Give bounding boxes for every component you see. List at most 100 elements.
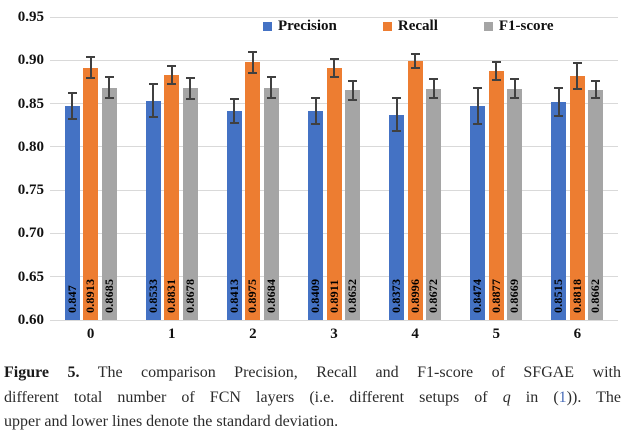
error-bar-recall-2 (251, 52, 254, 73)
y-axis-tick-label: 0.65 (17, 268, 44, 285)
error-bar-cap-top (167, 65, 177, 68)
bar-recall-4 (407, 60, 423, 320)
bar-precision-3 (308, 111, 323, 320)
error-bar-precision-3 (314, 98, 317, 125)
error-bar-f1-score-1 (189, 77, 192, 99)
error-bar-cap-top (185, 76, 195, 79)
error-bar-precision-2 (233, 98, 236, 124)
error-bar-precision-1 (152, 84, 155, 118)
error-bar-cap-bottom (510, 97, 520, 100)
y-axis-tick-label: 0.75 (17, 182, 44, 199)
x-axis-category-label: 4 (411, 326, 419, 342)
figure-caption: Figure 5. The comparison Precision, Reca… (4, 361, 621, 435)
error-bar-cap-bottom (229, 122, 239, 125)
bar-value-label-f1-score-0: 0.8685 (101, 278, 116, 313)
bar-f1-score-6 (588, 89, 604, 320)
error-bar-precision-6 (557, 88, 560, 117)
bar-value-label-precision-0: 0.847 (64, 285, 79, 313)
y-axis-tick-label: 0.80 (17, 138, 44, 155)
error-bar-cap-top (148, 83, 158, 86)
error-bar-cap-top (348, 79, 357, 82)
legend-label: Precision (278, 18, 337, 34)
bar-value-label-recall-1: 0.8831 (164, 278, 179, 313)
y-axis-tick-label: 0.60 (17, 312, 44, 328)
error-bar-cap-top (591, 79, 601, 82)
error-bar-recall-5 (495, 62, 498, 80)
figure-label: Figure 5. (4, 364, 80, 381)
bar-f1-score-0 (101, 87, 117, 320)
bar-value-label-precision-3: 0.8409 (308, 278, 322, 313)
legend-color-swatch-f1-score (483, 22, 493, 31)
bar-value-label-precision-2: 0.8413 (226, 278, 241, 313)
bar-f1-score-2 (263, 87, 279, 320)
error-bar-f1-score-5 (513, 79, 516, 99)
error-bar-cap-top (329, 58, 339, 61)
error-bar-cap-bottom (311, 123, 320, 126)
bar-value-label-recall-6: 0.8818 (569, 278, 584, 313)
y-axis-tick-label: 0.70 (17, 225, 44, 242)
bar-value-label-precision-1: 0.8533 (145, 278, 160, 313)
x-axis-category-label: 2 (249, 326, 257, 342)
error-bar-cap-top (311, 97, 320, 100)
error-bar-f1-score-4 (432, 79, 435, 99)
error-bar-cap-top (248, 51, 258, 54)
x-axis-category-label: 3 (330, 326, 338, 342)
error-bar-cap-bottom (148, 116, 158, 119)
error-bar-cap-top (229, 97, 239, 100)
error-bar-cap-bottom (329, 75, 339, 78)
error-bar-f1-score-3 (351, 80, 354, 100)
error-bar-recall-6 (576, 63, 579, 90)
error-bar-cap-bottom (554, 115, 564, 118)
error-bar-cap-top (473, 86, 483, 89)
caption-line-1: Figure 5. The comparison Precision, Reca… (4, 361, 621, 386)
caption-text: The comparison Precision, Recall and F1-… (79, 364, 622, 381)
bar-value-label-f1-score-3: 0.8652 (345, 278, 359, 313)
bar-f1-score-3 (345, 90, 360, 320)
error-bar-cap-bottom (591, 97, 601, 100)
caption-line-3: upper and lower lines denote the standar… (4, 410, 621, 435)
y-axis-tick-label: 0.90 (17, 52, 44, 69)
caption-text: in ( (510, 388, 559, 406)
error-bar-cap-bottom (167, 82, 177, 85)
legend-item-f1-score: F1-score (483, 18, 554, 34)
error-bar-cap-bottom (572, 88, 582, 91)
gridline-0.95 (50, 16, 618, 18)
bar-precision-4 (389, 114, 405, 320)
bar-value-label-precision-5: 0.8474 (470, 278, 485, 313)
x-axis-category-label: 0 (86, 326, 95, 342)
legend-item-recall: Recall (382, 19, 438, 34)
error-bar-cap-top (572, 62, 582, 65)
legend-item-precision: Precision (263, 19, 337, 34)
error-bar-cap-top (410, 52, 420, 55)
legend-label: F1-score (498, 18, 554, 34)
y-axis-tick-label: 0.85 (17, 95, 44, 112)
error-bar-cap-bottom (86, 77, 96, 80)
legend-color-swatch-recall (382, 22, 392, 31)
bar-recall-6 (569, 76, 585, 320)
x-axis-category-label: 5 (492, 326, 501, 342)
caption-line-2: different total number of FCN layers (i.… (4, 386, 621, 411)
bar-value-label-precision-4: 0.8373 (389, 278, 404, 313)
equation-ref-link[interactable]: 1 (558, 388, 567, 406)
error-bar-cap-top (86, 56, 96, 59)
x-axis-category-label: 1 (167, 326, 176, 342)
bar-recall-2 (245, 62, 261, 320)
error-bar-f1-score-6 (594, 80, 597, 99)
x-axis-category-label: 6 (573, 326, 582, 342)
chart-legend: Precision Recall F1-score (263, 19, 554, 34)
error-bar-recall-1 (170, 66, 173, 84)
gridline-0.60 (50, 319, 618, 321)
bar-recall-3 (326, 67, 342, 320)
error-bar-cap-top (510, 78, 520, 81)
error-bar-recall-4 (414, 53, 417, 68)
bar-f1-score-4 (426, 88, 442, 320)
bar-value-label-recall-0: 0.8913 (83, 278, 98, 313)
error-bar-cap-top (266, 76, 276, 79)
bar-value-label-f1-score-2: 0.8684 (263, 278, 278, 313)
bar-f1-score-1 (182, 88, 198, 320)
error-bar-cap-bottom (248, 71, 258, 74)
error-bar-cap-bottom (473, 123, 483, 125)
error-bar-cap-bottom (104, 96, 114, 99)
caption-text: )). The (566, 388, 621, 406)
bar-value-label-recall-2: 0.8975 (245, 278, 260, 313)
